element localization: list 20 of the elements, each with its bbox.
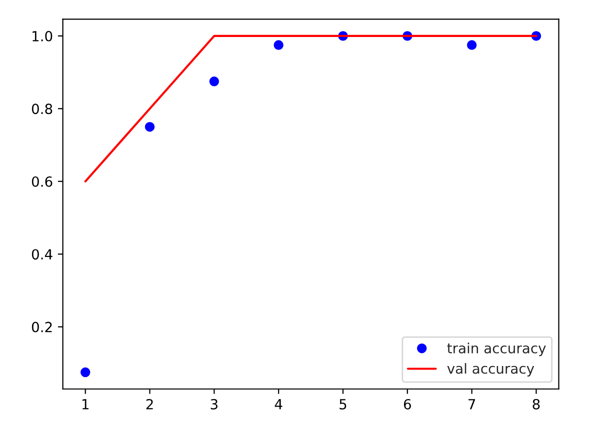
- x-tick-label: 5: [340, 399, 346, 410]
- x-tick-label: 2: [146, 398, 153, 410]
- y-tick-label: 0.8: [32, 104, 52, 114]
- legend-label: train accuracy: [447, 342, 546, 356]
- y-tick-label: 1.0: [32, 30, 52, 42]
- point: [274, 40, 284, 50]
- y-tick-label: 0.2: [32, 322, 52, 332]
- x-tick-label: 6: [404, 398, 411, 410]
- x-tick-label: 8: [532, 398, 540, 410]
- y-tick-label: 0.4: [32, 249, 52, 260]
- x-tick-label: 3: [210, 398, 218, 410]
- x-tick-label: 4: [274, 399, 282, 410]
- y-tick-label: 0.6: [32, 176, 52, 187]
- point: [144, 122, 155, 132]
- x-tick-label: 1: [82, 399, 89, 410]
- x-tick-label: 7: [468, 399, 476, 410]
- legend-label: val accuracy: [447, 363, 534, 376]
- point: [466, 40, 477, 50]
- point: [209, 76, 220, 86]
- point: [80, 367, 90, 378]
